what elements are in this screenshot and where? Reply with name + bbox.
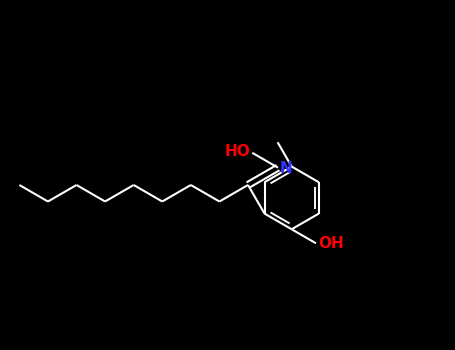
Text: N: N [280,161,293,176]
Text: OH: OH [318,236,344,251]
Text: HO: HO [224,144,250,159]
